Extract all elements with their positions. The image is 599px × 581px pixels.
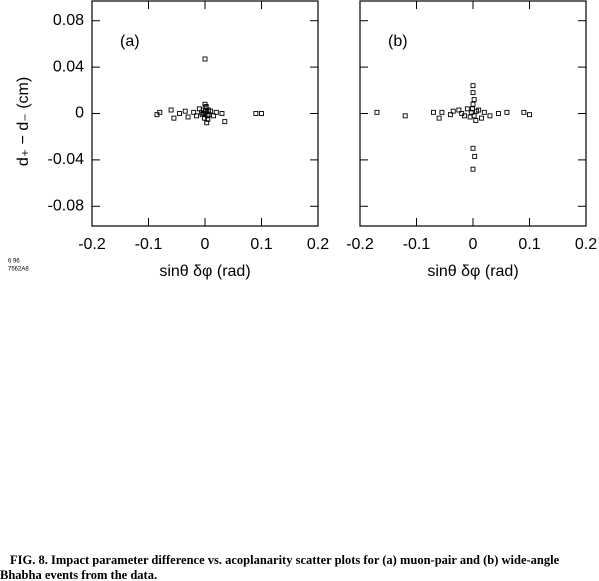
point <box>464 106 470 112</box>
x-axis-label: sinθ δφ (rad) <box>159 263 250 280</box>
figure-note: 6 96 <box>8 259 20 265</box>
y-tick-label: -0.08 <box>48 198 85 215</box>
point <box>431 109 436 115</box>
point <box>468 109 474 115</box>
point <box>206 112 212 118</box>
x-tick-label: -0.1 <box>135 236 163 253</box>
point <box>177 111 183 116</box>
caption: FIG. 8. Impact parameter difference vs. … <box>10 553 560 567</box>
x-tick-label: -0.2 <box>346 236 374 253</box>
x-tick-label: -0.1 <box>403 236 431 253</box>
point <box>253 111 259 116</box>
point <box>202 56 208 62</box>
point <box>201 115 207 121</box>
point <box>439 109 445 115</box>
y-tick-label: 0.04 <box>53 58 84 75</box>
point <box>171 115 177 121</box>
point <box>479 115 484 121</box>
caption: Bhabha events from the data. <box>0 568 157 581</box>
point <box>495 111 501 116</box>
point <box>154 112 160 118</box>
point <box>481 109 487 115</box>
point <box>402 113 408 119</box>
point <box>471 97 477 103</box>
point <box>470 83 476 89</box>
point <box>469 106 475 112</box>
y-tick-label: 0.08 <box>53 12 84 29</box>
point <box>447 112 453 118</box>
point <box>472 153 478 159</box>
point <box>470 90 476 96</box>
point <box>467 114 473 120</box>
y-axis-label: d₊ − d₋ (cm) <box>15 77 32 166</box>
x-tick-label: 0.1 <box>250 236 272 253</box>
point <box>470 166 476 172</box>
point <box>470 101 476 107</box>
x-axis-label: sinθ δφ (rad) <box>427 263 518 280</box>
y-tick-label: 0 <box>75 105 84 122</box>
x-tick-label: 0 <box>201 236 210 253</box>
x-tick-label: 0 <box>469 236 478 253</box>
point <box>222 119 228 125</box>
point <box>204 120 210 126</box>
point <box>470 145 476 151</box>
point <box>259 111 264 116</box>
point <box>194 113 199 119</box>
point <box>436 115 442 121</box>
x-tick-label: -0.2 <box>78 236 106 253</box>
point <box>211 113 216 119</box>
point <box>487 113 493 119</box>
point <box>203 104 209 109</box>
point <box>185 114 191 120</box>
x-tick-label: 0.1 <box>518 236 540 253</box>
point <box>168 107 174 113</box>
x-tick-label: 0.2 <box>307 236 329 253</box>
point <box>473 118 479 123</box>
panel-label: (b) <box>388 33 408 50</box>
point <box>191 109 197 115</box>
point <box>521 109 527 115</box>
y-tick-label: -0.04 <box>48 151 85 168</box>
point <box>504 109 510 115</box>
x-tick-label: 0.2 <box>575 236 597 253</box>
point <box>213 109 219 115</box>
point <box>450 108 456 114</box>
point <box>471 113 477 119</box>
point <box>374 109 380 115</box>
point <box>456 107 462 113</box>
point <box>462 113 467 119</box>
figure-note: 7562A8 <box>8 267 29 273</box>
point <box>205 116 211 122</box>
panel-label: (a) <box>120 33 140 50</box>
point <box>199 109 205 115</box>
point <box>182 108 188 114</box>
point <box>527 112 532 118</box>
point <box>219 111 225 116</box>
